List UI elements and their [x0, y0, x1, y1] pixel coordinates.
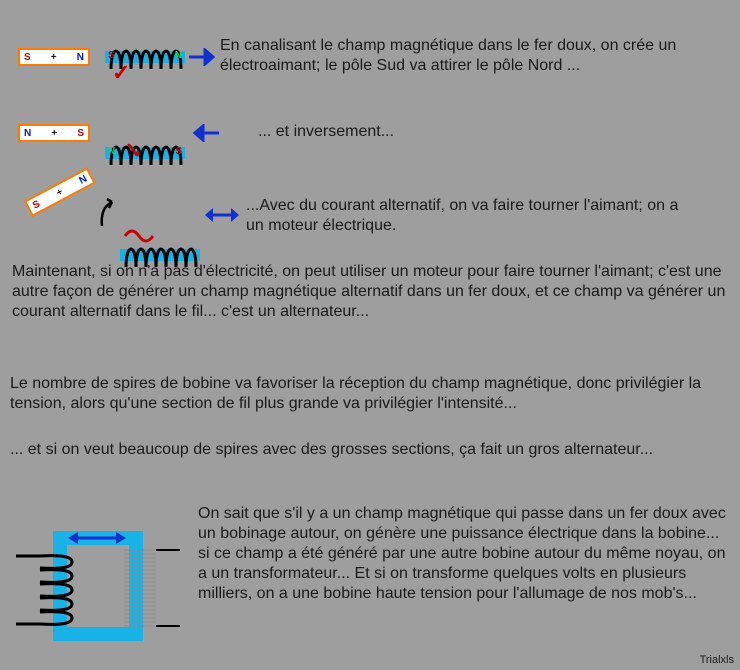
- pole-s: S: [24, 52, 31, 63]
- double-arrow-row3: [205, 206, 239, 224]
- pole-s: S: [77, 128, 84, 139]
- paragraph-1: Maintenant, si on n'a pas d'électricité,…: [12, 262, 728, 322]
- magnet-plus: +: [31, 128, 77, 139]
- magnet-row3-wrap: S + N: [24, 167, 96, 217]
- sine-red-row3: [124, 228, 154, 244]
- magnet-plus: +: [31, 52, 77, 63]
- transformer-secondary-leads: [156, 550, 180, 626]
- coil-windings: [105, 137, 185, 169]
- pole-n: N: [24, 128, 31, 139]
- paragraph-3: On sait que s'il y a un champ magnétique…: [198, 504, 728, 604]
- text-row1: En canalisant le champ magnétique dans l…: [220, 36, 720, 76]
- text-row2: ... et inversement...: [258, 122, 718, 142]
- coil-row2: N S: [105, 143, 185, 163]
- magnet-row1: S + N: [18, 48, 90, 66]
- tick-red-row1: ✓: [112, 60, 130, 86]
- magnet-row3: S + N: [24, 167, 96, 217]
- arrow-left-row2: [193, 124, 221, 142]
- text-row3: ...Avec du courant alternatif, on va fai…: [246, 196, 686, 236]
- signature: Trialxls: [700, 654, 734, 666]
- paragraph-2b: ... et si on veut beaucoup de spires ave…: [10, 440, 728, 460]
- tick-red-row2: ✓: [124, 138, 142, 164]
- transformer-diagram: [12, 520, 182, 650]
- magnet-row2: N + S: [18, 124, 90, 142]
- arrow-right-row1: [187, 48, 215, 66]
- curved-arrow-row3: [98, 196, 120, 230]
- magnet-plus: +: [37, 177, 83, 208]
- coil-label-left: N: [108, 146, 115, 157]
- paragraph-2a: Le nombre de spires de bobine va favoris…: [10, 374, 728, 414]
- coil-label-right: S: [175, 146, 182, 157]
- coil-label-right: N: [175, 50, 182, 61]
- pole-n: N: [77, 52, 84, 63]
